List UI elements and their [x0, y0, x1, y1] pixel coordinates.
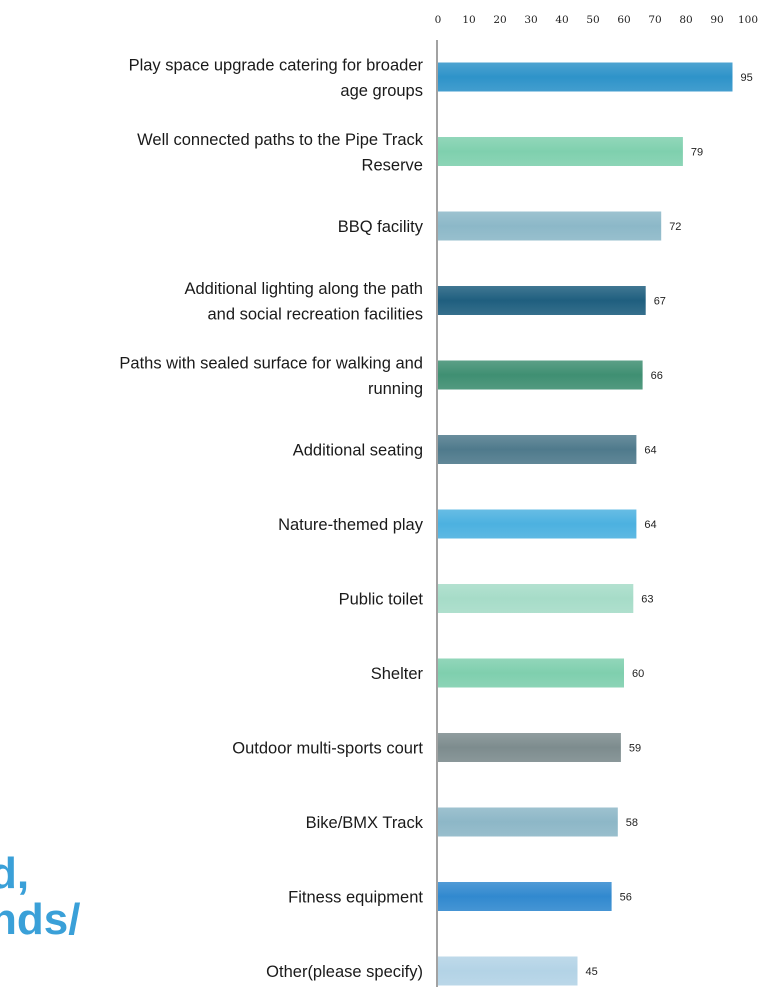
x-tick-label: 20	[493, 14, 506, 26]
bar	[438, 509, 637, 539]
category-label: Additional lighting along the path	[184, 280, 423, 298]
x-tick-label: 80	[679, 14, 692, 26]
data-label: 79	[691, 147, 703, 159]
bar	[438, 733, 621, 762]
category-label: BBQ facility	[338, 218, 424, 236]
x-tick-label: 10	[462, 14, 475, 26]
bar	[438, 360, 643, 390]
background-heading-fragment-2: nds/	[0, 895, 81, 944]
bar	[438, 137, 683, 166]
bar	[438, 658, 624, 688]
bar	[438, 62, 733, 92]
x-tick-label: 70	[648, 14, 661, 26]
category-label: Reserve	[362, 156, 423, 174]
data-label: 64	[644, 445, 656, 457]
data-label: 66	[651, 370, 663, 382]
bar	[438, 956, 578, 986]
category-label: Play space upgrade catering for broader	[129, 56, 424, 74]
category-label: running	[368, 380, 423, 398]
x-tick-label: 30	[524, 14, 537, 26]
data-label: 60	[632, 668, 644, 680]
bar	[438, 211, 662, 241]
x-tick-label: 0	[435, 14, 442, 26]
category-label: age groups	[340, 82, 423, 100]
data-label: 58	[626, 817, 638, 829]
data-label: 95	[741, 72, 753, 84]
data-label: 63	[641, 594, 653, 606]
data-label: 56	[620, 892, 632, 904]
category-label: Nature-themed play	[278, 516, 424, 534]
category-label: and social recreation facilities	[207, 305, 423, 323]
bar	[438, 882, 612, 911]
category-label: Paths with sealed surface for walking an…	[119, 354, 423, 372]
category-label: Fitness equipment	[288, 889, 423, 907]
data-label: 64	[644, 519, 656, 531]
x-tick-label: 50	[586, 14, 599, 26]
data-label: 72	[669, 221, 681, 233]
bar	[438, 584, 634, 613]
bar	[438, 286, 646, 315]
category-label: Outdoor multi-sports court	[232, 740, 423, 758]
background-heading-fragment-1: d,	[0, 849, 30, 898]
data-label: 67	[654, 296, 666, 308]
category-label: Well connected paths to the Pipe Track	[137, 131, 424, 149]
category-label: Additional seating	[293, 442, 423, 460]
bar	[438, 435, 637, 464]
category-label: Other(please specify)	[266, 963, 423, 981]
bar	[438, 807, 618, 837]
data-label: 59	[629, 743, 641, 755]
x-tick-label: 40	[555, 14, 568, 26]
x-tick-label: 100	[738, 14, 758, 26]
category-label: Bike/BMX Track	[306, 814, 424, 832]
category-label: Public toilet	[339, 591, 424, 609]
x-tick-label: 90	[710, 14, 723, 26]
data-label: 45	[586, 966, 598, 978]
category-label: Shelter	[371, 665, 424, 683]
x-tick-label: 60	[617, 14, 630, 26]
